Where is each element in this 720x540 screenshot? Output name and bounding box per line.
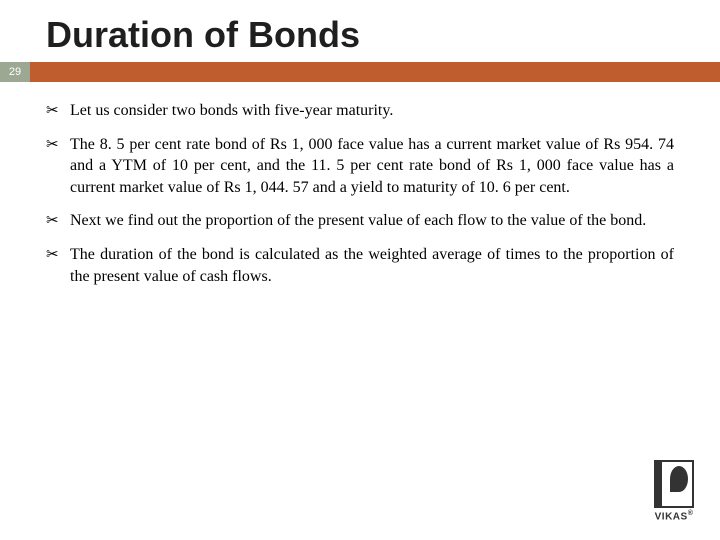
scissors-icon: ✂ <box>46 244 70 287</box>
bullet-text: Next we find out the proportion of the p… <box>70 210 674 232</box>
bullet-text: The duration of the bond is calculated a… <box>70 244 674 287</box>
page-number-badge: 29 <box>0 62 30 82</box>
logo-text: VIKAS® <box>654 510 694 522</box>
logo-comma-icon <box>670 466 688 492</box>
logo-mark <box>654 460 694 508</box>
content-area: ✂ Let us consider two bonds with five-ye… <box>0 82 720 287</box>
scissors-icon: ✂ <box>46 134 70 199</box>
slide-title: Duration of Bonds <box>0 0 720 62</box>
vikas-logo: VIKAS® <box>654 460 694 522</box>
bullet-text: Let us consider two bonds with five-year… <box>70 100 674 122</box>
scissors-icon: ✂ <box>46 210 70 232</box>
bullet-item: ✂ The duration of the bond is calculated… <box>46 244 674 287</box>
logo-bar <box>656 462 662 506</box>
bullet-item: ✂ Next we find out the proportion of the… <box>46 210 674 232</box>
bullet-item: ✂ Let us consider two bonds with five-ye… <box>46 100 674 122</box>
stripe-fill <box>30 62 720 82</box>
logo-name: VIKAS <box>655 511 688 522</box>
bullet-text: The 8. 5 per cent rate bond of Rs 1, 000… <box>70 134 674 199</box>
registered-icon: ® <box>688 510 694 517</box>
bullet-item: ✂ The 8. 5 per cent rate bond of Rs 1, 0… <box>46 134 674 199</box>
scissors-icon: ✂ <box>46 100 70 122</box>
header-stripe: 29 <box>0 62 720 82</box>
